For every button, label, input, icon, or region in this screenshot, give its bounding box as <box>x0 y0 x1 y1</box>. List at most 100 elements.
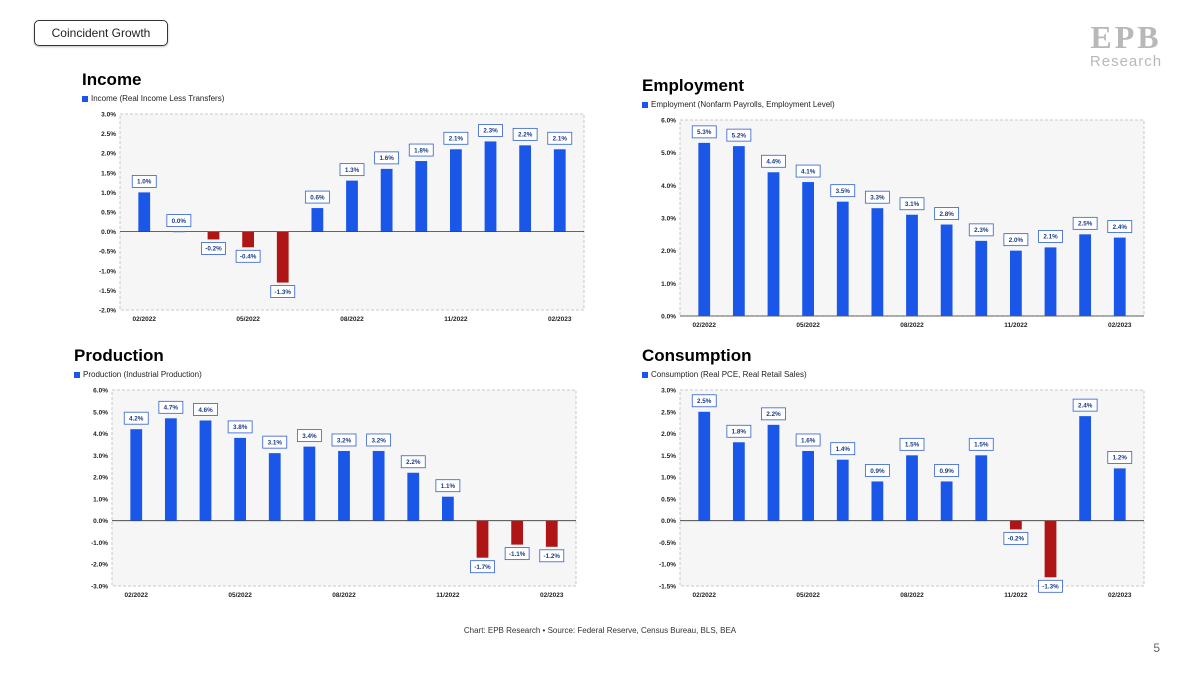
bar <box>311 208 324 232</box>
data-label-box <box>374 151 400 165</box>
chart-source-note: Chart: EPB Research • Source: Federal Re… <box>463 626 737 635</box>
y-tick-label: 6.0% <box>661 118 676 125</box>
y-tick-label: 2.0% <box>101 151 116 158</box>
data-label: 2.2% <box>518 132 533 139</box>
bar <box>732 442 745 521</box>
y-tick-label: 3.0% <box>101 112 116 119</box>
y-tick-label: 2.5% <box>101 131 116 138</box>
y-tick-label: 4.0% <box>93 431 108 438</box>
data-label: 3.2% <box>337 437 352 444</box>
data-label: 3.3% <box>870 195 885 202</box>
data-label: -0.4% <box>240 254 257 261</box>
legend-label: Production (Industrial Production) <box>83 370 202 379</box>
bar <box>940 481 953 521</box>
chart-legend: Production (Industrial Production) <box>74 370 202 379</box>
data-label: 0.6% <box>310 194 325 201</box>
data-label: 2.0% <box>1009 237 1024 244</box>
data-label-box <box>331 433 357 447</box>
data-label: -1.2% <box>544 553 561 560</box>
data-label: 4.4% <box>766 159 781 166</box>
bar <box>1044 520 1057 578</box>
x-tick-label: 02/2022 <box>692 322 716 329</box>
data-label: 4.6% <box>198 407 213 414</box>
data-label-box <box>400 455 426 469</box>
legend-label: Employment (Nonfarm Payrolls, Employment… <box>651 100 835 109</box>
chart-legend: Income (Real Income Less Transfers) <box>82 94 224 103</box>
data-label: 1.3% <box>345 167 360 174</box>
bar <box>871 208 884 316</box>
bar <box>511 520 524 545</box>
data-label-box <box>795 433 821 447</box>
y-tick-label: -0.5% <box>99 249 116 256</box>
chart-title: Employment <box>642 76 745 95</box>
legend-swatch <box>642 371 648 378</box>
data-label-box <box>899 197 925 211</box>
data-label-box <box>408 143 434 157</box>
data-label-box <box>968 223 994 237</box>
data-label: 3.5% <box>836 188 851 195</box>
bar <box>484 141 497 232</box>
data-label-box <box>691 125 717 139</box>
y-tick-label: -1.5% <box>99 288 116 295</box>
bar <box>732 146 745 316</box>
bar <box>871 481 884 521</box>
bar <box>802 182 815 316</box>
data-label: 2.5% <box>697 398 712 405</box>
data-label: 1.6% <box>801 437 816 444</box>
bar <box>130 429 143 521</box>
chart-panel-income: Income Income (Real Income Less Transfer… <box>78 70 598 323</box>
bar <box>476 520 489 558</box>
chart-title: Income <box>82 70 142 89</box>
x-tick-label: 02/2022 <box>132 316 156 323</box>
data-label: -1.3% <box>1042 584 1059 591</box>
data-label-box <box>830 184 856 198</box>
data-label: 3.1% <box>268 439 283 446</box>
data-label: 3.2% <box>371 437 386 444</box>
bar <box>1079 234 1092 316</box>
data-label: 2.3% <box>974 227 989 234</box>
legend-swatch <box>82 95 88 102</box>
bar <box>940 224 953 316</box>
x-tick-label: 05/2022 <box>236 316 260 323</box>
y-tick-label: 2.0% <box>93 475 108 482</box>
data-label-box <box>131 175 157 188</box>
data-label-box <box>504 547 530 561</box>
y-tick-label: -2.0% <box>99 308 116 315</box>
data-label: 1.5% <box>905 442 920 449</box>
x-tick-label: 02/2022 <box>124 592 148 599</box>
y-tick-label: -1.5% <box>659 584 676 591</box>
data-label: 2.8% <box>939 211 954 218</box>
data-label: 2.2% <box>766 411 781 418</box>
x-tick-label: 02/2023 <box>1108 322 1132 329</box>
epb-logo: EPB Research <box>1084 20 1168 70</box>
data-label: 0.0% <box>172 218 187 225</box>
data-label: 1.2% <box>1113 455 1128 462</box>
x-tick-label: 11/2022 <box>436 592 460 599</box>
chart-title: Production <box>74 346 164 365</box>
page-number: 5 <box>1153 641 1160 655</box>
data-label: 2.2% <box>406 459 421 466</box>
data-label-box <box>366 433 392 447</box>
data-label: -1.7% <box>474 564 491 571</box>
bar <box>338 450 350 521</box>
bar <box>268 453 281 521</box>
data-label: 1.4% <box>836 446 851 453</box>
y-tick-label: -1.0% <box>91 540 108 547</box>
data-label: 2.1% <box>553 136 568 143</box>
chart-legend: Employment (Nonfarm Payrolls, Employment… <box>642 100 835 109</box>
x-tick-label: 02/2022 <box>692 592 716 599</box>
data-label: 1.8% <box>414 147 429 154</box>
data-label: 1.0% <box>137 179 152 186</box>
logo-text: Research <box>1089 53 1163 70</box>
bar <box>698 142 711 316</box>
bar <box>346 180 358 232</box>
data-label: 3.4% <box>302 433 317 440</box>
y-tick-label: 1.0% <box>661 475 676 482</box>
y-tick-label: 0.0% <box>661 518 676 525</box>
data-label-box <box>1072 216 1098 230</box>
data-label: -0.2% <box>205 246 222 253</box>
x-tick-label: 02/2023 <box>1108 592 1132 599</box>
x-tick-label: 08/2022 <box>900 592 924 599</box>
y-tick-label: 6.0% <box>93 388 108 395</box>
data-label-box <box>795 164 821 178</box>
